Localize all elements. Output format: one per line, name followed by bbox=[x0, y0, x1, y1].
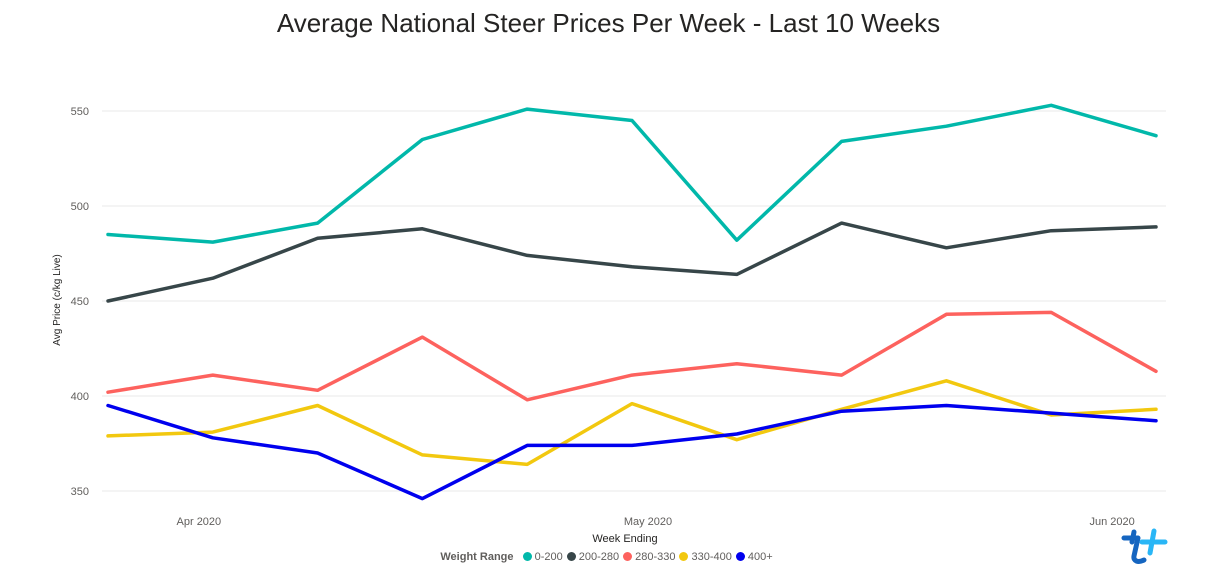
legend-label: 400+ bbox=[747, 551, 773, 563]
legend-label: 200-280 bbox=[578, 551, 620, 563]
legend-marker bbox=[522, 552, 532, 561]
gridlines bbox=[102, 110, 1166, 492]
y-tick-label: 350 bbox=[71, 486, 89, 498]
x-tick-label: Apr 2020 bbox=[177, 516, 222, 528]
y-tick-label: 450 bbox=[71, 296, 89, 308]
brand-logo-icon bbox=[1121, 528, 1168, 564]
legend-item-400+[interactable]: 400+ bbox=[735, 551, 773, 563]
legend: Weight Range 0-200 200-280 280-330 330-400 4… bbox=[0, 551, 1217, 563]
x-tick-label: May 2020 bbox=[624, 516, 672, 528]
series-lines bbox=[106, 103, 1158, 501]
legend-marker bbox=[679, 552, 689, 561]
x-tick-label: Jun 2020 bbox=[1089, 516, 1134, 528]
series-line-0-200 bbox=[106, 103, 1158, 244]
legend-label: 0-200 bbox=[534, 551, 563, 563]
x-axis-ticks: Apr 2020 May 2020 Jun 2020 bbox=[177, 516, 1135, 528]
x-axis-title: Week Ending bbox=[592, 533, 657, 545]
legend-marker bbox=[623, 552, 633, 561]
legend-label: 280-330 bbox=[635, 551, 676, 563]
series-line-400+ bbox=[106, 403, 1158, 501]
legend-marker bbox=[566, 552, 576, 561]
y-tick-label: 500 bbox=[71, 201, 89, 213]
legend-title: Weight Range bbox=[440, 551, 514, 563]
legend-item-330-400[interactable]: 330-400 bbox=[679, 551, 732, 563]
legend-item-280-330[interactable]: 280-330 bbox=[623, 551, 675, 563]
series-line-280-330 bbox=[106, 310, 1158, 402]
y-tick-label: 550 bbox=[71, 106, 89, 118]
legend-label: 330-400 bbox=[691, 551, 732, 563]
y-axis-ticks: 350 400 450 500 550 bbox=[71, 106, 89, 498]
chart-title: Average National Steer Prices Per Week -… bbox=[276, 8, 941, 38]
series-line-200-280 bbox=[106, 221, 1158, 303]
legend-item-200-280[interactable]: 200-280 bbox=[566, 551, 620, 563]
legend-item-0-200[interactable]: 0-200 bbox=[522, 551, 563, 563]
y-axis-title: Avg Price (c/kg Live) bbox=[52, 254, 63, 346]
y-tick-label: 400 bbox=[71, 391, 89, 403]
series-line-330-400 bbox=[106, 379, 1158, 467]
legend-items: 0-200 200-280 280-330 330-400 400+ bbox=[522, 551, 777, 563]
legend-marker bbox=[735, 552, 745, 561]
